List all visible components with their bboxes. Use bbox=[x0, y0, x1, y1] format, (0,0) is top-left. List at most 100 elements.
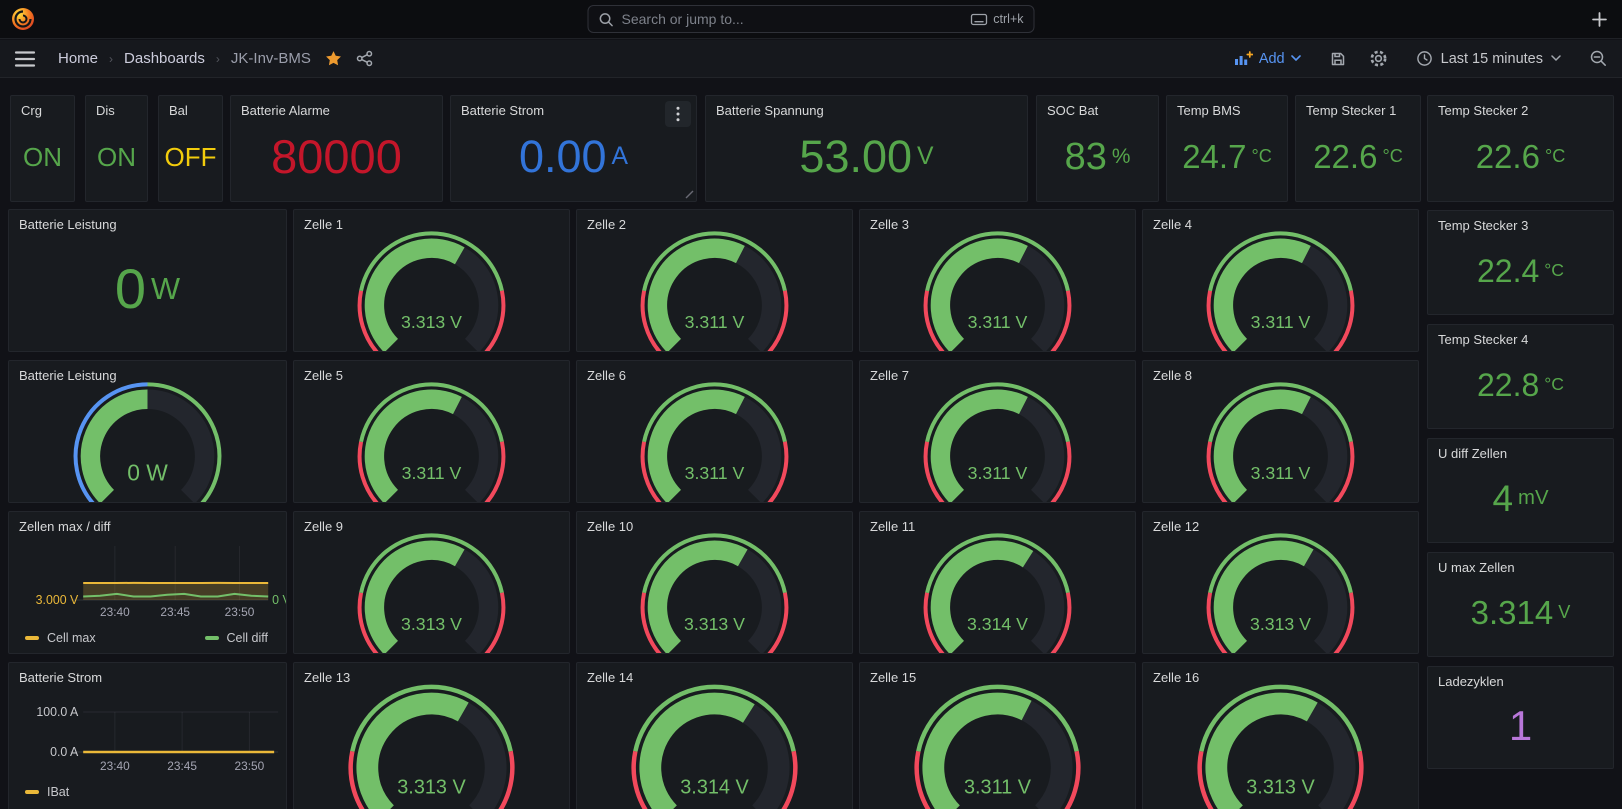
panel-title[interactable]: Zelle 7 bbox=[870, 368, 910, 383]
gauge: 3.311 V bbox=[300, 381, 563, 502]
panel-bal: Bal OFF bbox=[158, 95, 223, 202]
panel-title[interactable]: Zelle 6 bbox=[587, 368, 627, 383]
stat-value: 24.7 °C bbox=[1182, 138, 1272, 175]
panel-title[interactable]: Zellen max / diff bbox=[19, 519, 111, 534]
panel-title[interactable]: Zelle 3 bbox=[870, 217, 910, 232]
panel-zelle-12: Zelle 12 3.313 V bbox=[1142, 511, 1419, 654]
panel-zelle-16: Zelle 16 3.313 V bbox=[1142, 662, 1419, 809]
panel-soc-bat: SOC Bat 83% bbox=[1036, 95, 1159, 202]
save-dashboard-button[interactable] bbox=[1329, 50, 1347, 68]
panel-batterie-alarme: Batterie Alarme 80000 bbox=[230, 95, 443, 202]
svg-text:3.000 V: 3.000 V bbox=[36, 593, 79, 607]
panel-dis: Dis ON bbox=[85, 95, 148, 202]
panel-temp-stecker-3: Temp Stecker 3 22.4 °C bbox=[1427, 210, 1614, 315]
svg-text:3.313 V: 3.313 V bbox=[1250, 614, 1311, 634]
gauge: 3.313 V bbox=[583, 532, 846, 653]
gear-icon bbox=[1370, 50, 1387, 67]
legend-item-cell-diff[interactable]: Cell diff bbox=[204, 631, 268, 645]
chevron-down-icon bbox=[1551, 55, 1561, 62]
share-button[interactable] bbox=[356, 50, 373, 67]
svg-text:0 W: 0 W bbox=[127, 459, 168, 485]
panel-zelle-13: Zelle 13 3.313 V bbox=[293, 662, 570, 809]
svg-text:23:50: 23:50 bbox=[235, 759, 265, 773]
legend-item-cell-max[interactable]: Cell max bbox=[25, 631, 96, 645]
panel-zelle-5: Zelle 5 3.311 V bbox=[293, 360, 570, 503]
stat-value: 1 bbox=[1508, 701, 1533, 749]
panel-title[interactable]: Zelle 2 bbox=[587, 217, 627, 232]
panel-title[interactable]: Batterie Leistung bbox=[19, 368, 117, 383]
new-tab-plus-icon[interactable] bbox=[1588, 8, 1610, 30]
stat-value: 22.6 °C bbox=[1475, 138, 1566, 175]
svg-text:23:40: 23:40 bbox=[100, 759, 130, 773]
svg-text:3.313 V: 3.313 V bbox=[397, 776, 466, 798]
time-zoom-out-button[interactable] bbox=[1589, 49, 1608, 68]
panel-temp-bms: Temp BMS 24.7 °C bbox=[1166, 95, 1288, 202]
panel-title[interactable]: Zelle 8 bbox=[1153, 368, 1193, 383]
breadcrumb-dashboards[interactable]: Dashboards bbox=[124, 50, 205, 67]
share-icon bbox=[356, 50, 373, 67]
gauge: 0 W bbox=[15, 381, 280, 502]
mega-menu-toggle[interactable] bbox=[14, 50, 36, 68]
panel-menu-kebab-icon[interactable] bbox=[665, 101, 691, 127]
panel-zellen-max-diff: Zellen max / diff 3.000 V 0 V 23:40 23:45 23… bbox=[8, 511, 287, 654]
chart-legend: IBat bbox=[9, 785, 286, 799]
svg-text:23:40: 23:40 bbox=[100, 605, 130, 619]
gauge: 3.311 V bbox=[583, 381, 846, 502]
gauge: 3.311 V bbox=[1149, 230, 1412, 351]
keyboard-icon bbox=[970, 13, 987, 25]
add-button[interactable]: Add bbox=[1228, 50, 1307, 68]
svg-text:3.313 V: 3.313 V bbox=[1246, 776, 1315, 798]
svg-text:3.311 V: 3.311 V bbox=[964, 776, 1032, 798]
panel-zelle-1: Zelle 1 3.313 V bbox=[293, 209, 570, 352]
grafana-logo-icon[interactable] bbox=[10, 6, 36, 32]
panel-title[interactable]: Zelle 5 bbox=[304, 368, 344, 383]
svg-text:3.311 V: 3.311 V bbox=[685, 312, 745, 332]
panel-title[interactable]: Zelle 12 bbox=[1153, 519, 1200, 534]
search-input[interactable]: Search or jump to... ctrl+k bbox=[587, 5, 1035, 33]
svg-text:3.314 V: 3.314 V bbox=[967, 614, 1028, 634]
panel-title[interactable]: Zelle 4 bbox=[1153, 217, 1193, 232]
svg-text:3.313 V: 3.313 V bbox=[684, 614, 745, 634]
panel-title[interactable]: Zelle 15 bbox=[870, 670, 917, 685]
panel-temp-stecker-1: Temp Stecker 1 22.6 °C bbox=[1295, 95, 1421, 202]
panel-batterie-spannung: Batterie Spannung 53.00 V bbox=[705, 95, 1028, 202]
breadcrumb-home[interactable]: Home bbox=[58, 50, 99, 67]
panel-title[interactable]: Zelle 1 bbox=[304, 217, 344, 232]
svg-text:3.313 V: 3.313 V bbox=[401, 614, 462, 634]
panel-title[interactable]: Zelle 13 bbox=[304, 670, 351, 685]
svg-text:0.0 A: 0.0 A bbox=[50, 745, 79, 759]
stat-value: 4 mV bbox=[1492, 478, 1549, 519]
legend-item-ibat[interactable]: IBat bbox=[25, 785, 69, 799]
panel-title[interactable]: Batterie Strom bbox=[19, 670, 103, 685]
chart-legend: Cell max Cell diff bbox=[9, 631, 286, 645]
stat-value: 0.00 A bbox=[518, 131, 629, 182]
panel-resize-handle[interactable] bbox=[685, 190, 694, 199]
panel-title[interactable]: Zelle 14 bbox=[587, 670, 634, 685]
panel-title[interactable]: Zelle 10 bbox=[587, 519, 634, 534]
stat-value: 3.314 V bbox=[1470, 594, 1571, 631]
gauge: 3.311 V bbox=[866, 683, 1129, 809]
search-placeholder: Search or jump to... bbox=[621, 11, 744, 27]
stat-value: 83% bbox=[1064, 135, 1131, 178]
time-range-picker[interactable]: Last 15 minutes bbox=[1410, 49, 1567, 68]
stat-value: ON bbox=[97, 141, 136, 172]
svg-text:3.311 V: 3.311 V bbox=[1251, 463, 1311, 483]
dashboard-nav-bar: Home › Dashboards › JK-Inv-BMS bbox=[0, 40, 1622, 78]
favorite-star-button[interactable] bbox=[325, 50, 342, 67]
dashboard-settings-button[interactable] bbox=[1369, 49, 1388, 68]
search-icon bbox=[599, 12, 613, 26]
svg-text:23:50: 23:50 bbox=[225, 605, 255, 619]
stat-value: 22.6 °C bbox=[1313, 138, 1403, 175]
panel-batterie-strom-chart: Batterie Strom 100.0 A 0.0 A 23:40 23:45 23:… bbox=[8, 662, 287, 809]
panel-title[interactable]: Zelle 11 bbox=[870, 519, 916, 534]
gauge: 3.314 V bbox=[866, 532, 1129, 653]
panel-batterie-leistung-gauge: Batterie Leistung 0 W bbox=[8, 360, 287, 503]
panel-title[interactable]: Zelle 9 bbox=[304, 519, 344, 534]
breadcrumb: Home › Dashboards › JK-Inv-BMS bbox=[58, 50, 311, 67]
svg-text:0 V: 0 V bbox=[272, 593, 286, 607]
panel-zelle-9: Zelle 9 3.313 V bbox=[293, 511, 570, 654]
panel-title[interactable]: Zelle 16 bbox=[1153, 670, 1200, 685]
save-icon bbox=[1331, 52, 1344, 65]
panel-zelle-15: Zelle 15 3.311 V bbox=[859, 662, 1136, 809]
